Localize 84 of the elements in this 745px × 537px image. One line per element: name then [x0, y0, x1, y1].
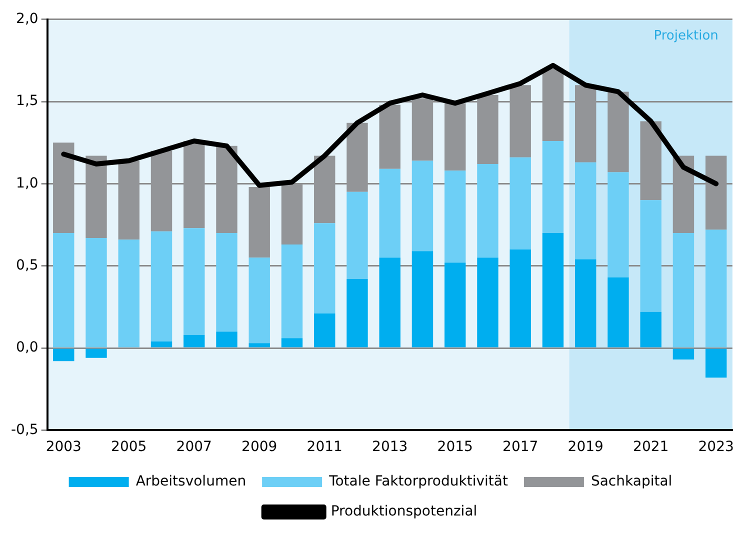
- x-tick-label: 2009: [242, 439, 278, 456]
- bar: [705, 348, 727, 378]
- legend-label: Arbeitsvolumen: [136, 474, 246, 490]
- x-tick-label: 2021: [633, 439, 669, 456]
- bar: [705, 230, 727, 348]
- legend-label: Totale Faktorproduktivität: [328, 474, 508, 490]
- x-tick-label: 2005: [111, 439, 147, 456]
- bar: [412, 98, 434, 161]
- bar: [248, 258, 270, 344]
- x-tick-label: 2017: [502, 439, 538, 456]
- legend-label: Sachkapital: [590, 474, 672, 490]
- bar: [705, 156, 727, 230]
- bar: [53, 142, 74, 234]
- bar: [608, 172, 629, 278]
- y-tick-label: 0,5: [16, 258, 38, 274]
- bar: [150, 341, 172, 348]
- bar: [672, 156, 694, 234]
- bar: [346, 122, 368, 192]
- bar: [53, 233, 74, 348]
- bar: [640, 121, 662, 200]
- bar: [672, 233, 694, 348]
- bar: [184, 228, 205, 335]
- y-tick-label: -0,5: [10, 422, 38, 438]
- x-tick-label: 2023: [698, 439, 734, 456]
- bar: [477, 164, 498, 258]
- bar: [542, 233, 564, 348]
- bar: [444, 103, 466, 171]
- bar: [510, 85, 531, 158]
- bar: [444, 170, 466, 263]
- bar: [672, 348, 694, 360]
- bar: [477, 258, 498, 348]
- bar: [608, 92, 629, 172]
- bar: [281, 338, 303, 348]
- x-tick-label: 2011: [306, 439, 342, 456]
- y-tick-label: 2,0: [16, 11, 38, 28]
- y-tick-label: 1,0: [16, 175, 38, 192]
- x-tick-label: 2003: [46, 439, 82, 456]
- bar: [574, 259, 596, 348]
- bar: [216, 146, 238, 234]
- bar: [412, 251, 434, 348]
- bar: [216, 332, 238, 348]
- bar: [314, 156, 336, 224]
- bar: [510, 157, 531, 250]
- bar: [574, 85, 596, 162]
- bar: [346, 279, 368, 348]
- bar: [379, 258, 400, 348]
- bar: [150, 150, 172, 232]
- bar: [248, 187, 270, 258]
- bar: [412, 160, 434, 252]
- bar: [379, 104, 400, 169]
- y-tick-label: 1,5: [16, 93, 38, 110]
- bar: [346, 192, 368, 280]
- x-tick-label: 2013: [372, 439, 408, 456]
- band-label: Projektion: [654, 28, 718, 44]
- bar: [608, 277, 629, 348]
- bar: [118, 160, 140, 240]
- x-tick-label: 2019: [568, 439, 604, 456]
- bar: [86, 348, 107, 358]
- bar: [216, 233, 238, 332]
- bar: [574, 162, 596, 260]
- bar: [510, 249, 531, 348]
- bar: [477, 94, 498, 164]
- bar: [184, 140, 205, 228]
- bar: [542, 140, 564, 234]
- bar: [314, 223, 336, 314]
- bar: [150, 231, 172, 342]
- bar: [248, 343, 270, 348]
- bar: [314, 314, 336, 348]
- y-tick-label: 0,0: [16, 340, 38, 356]
- bar: [444, 262, 466, 348]
- bar: [281, 184, 303, 245]
- bar: [542, 68, 564, 141]
- bar: [86, 156, 107, 238]
- bar: [86, 238, 107, 348]
- bar: [184, 334, 205, 348]
- x-tick-label: 2015: [437, 439, 473, 456]
- bar: [118, 240, 140, 348]
- bar: [379, 168, 400, 258]
- legend-label: Produktionspotenzial: [330, 504, 478, 520]
- x-tick-label: 2007: [176, 439, 212, 456]
- bar: [281, 244, 303, 338]
- bar: [53, 348, 74, 362]
- bar: [640, 312, 662, 348]
- bar: [640, 200, 662, 312]
